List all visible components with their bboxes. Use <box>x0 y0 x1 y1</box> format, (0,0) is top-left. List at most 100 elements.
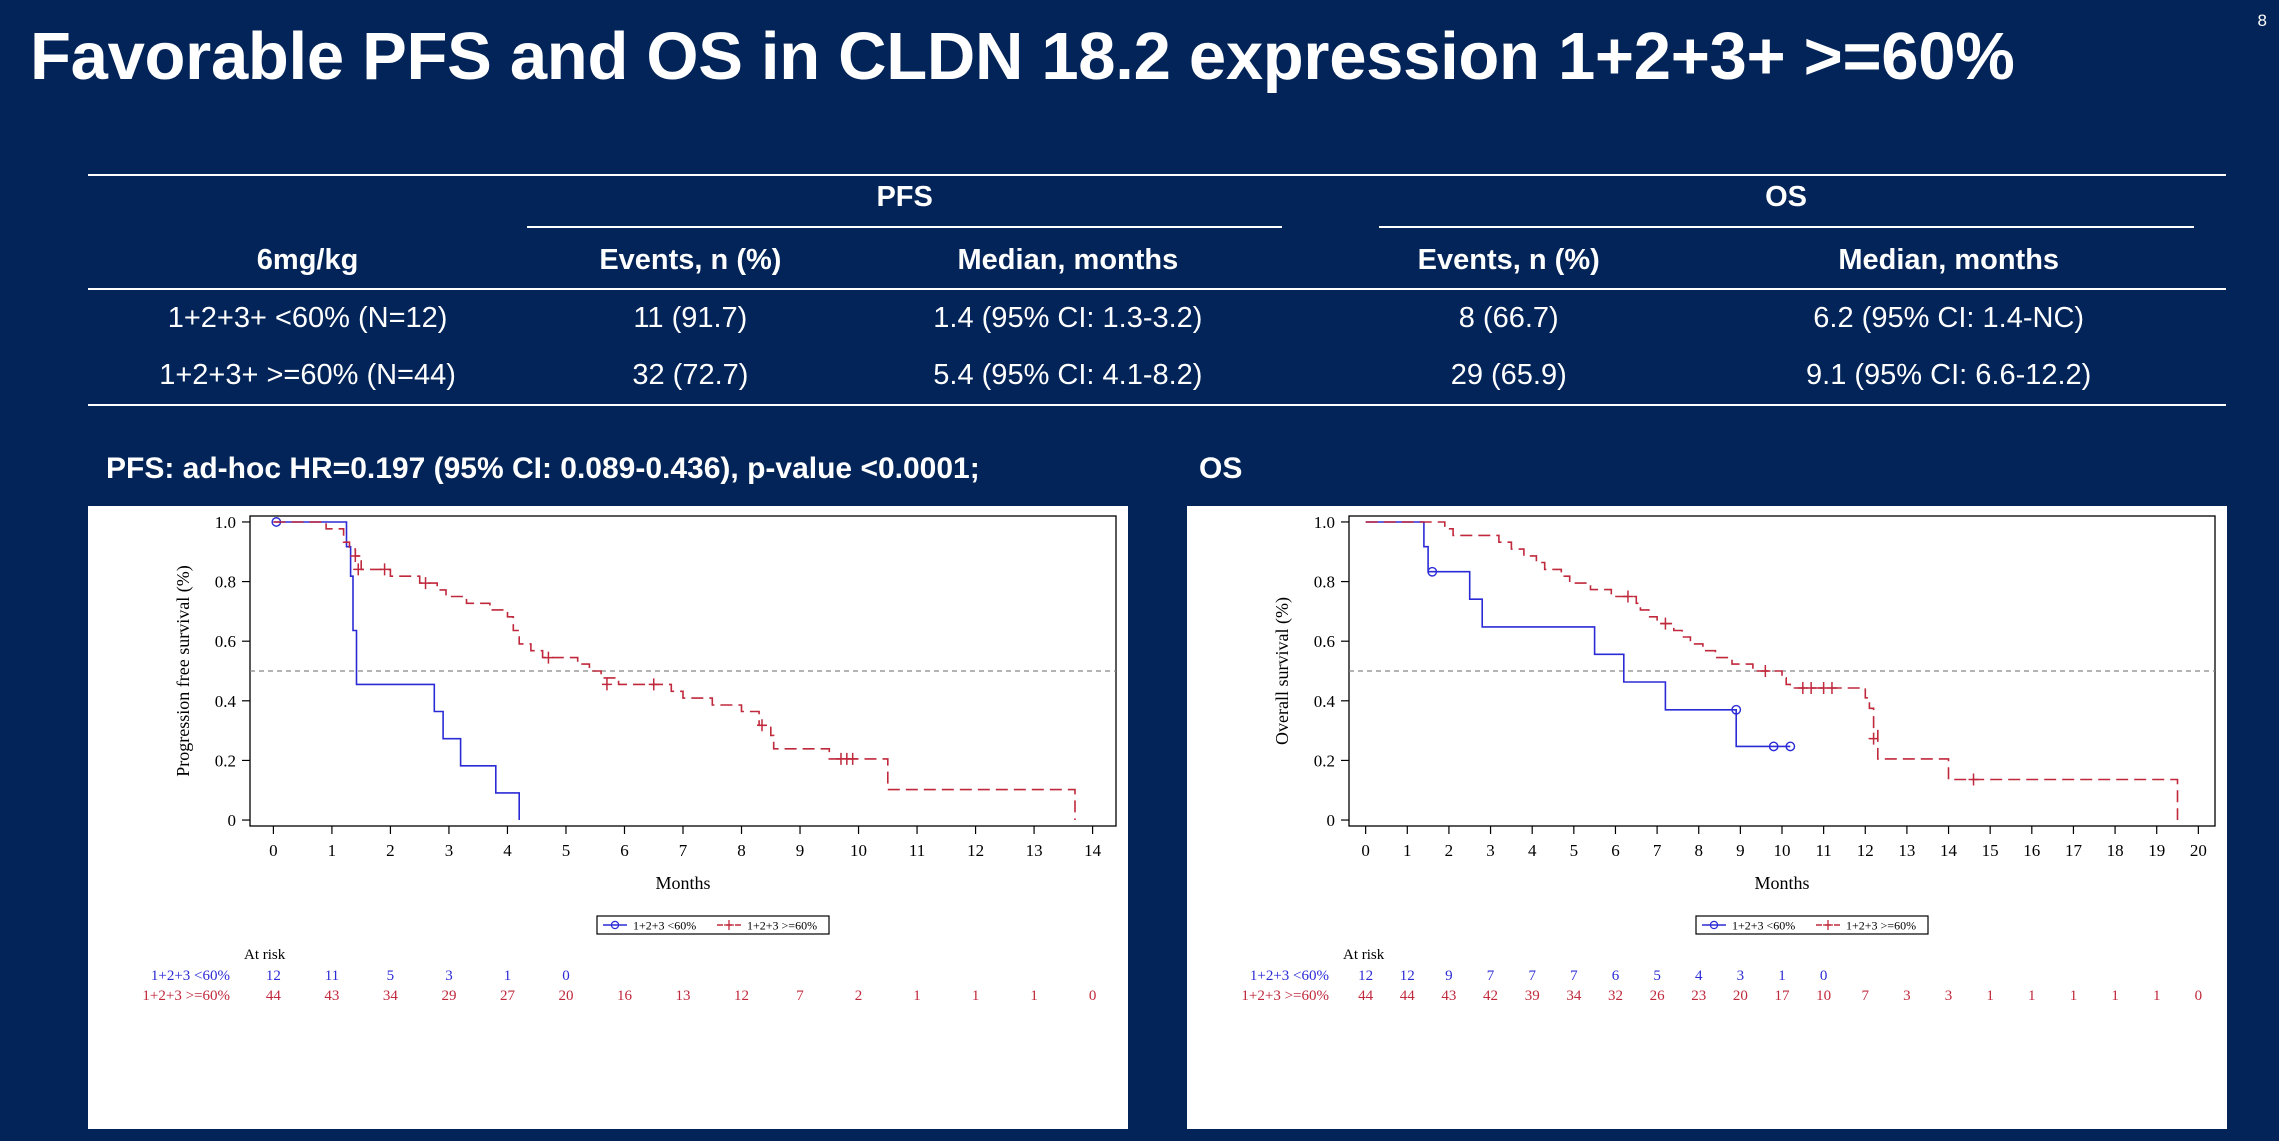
censor-mark <box>350 549 361 562</box>
at-risk-count: 5 <box>1653 968 1661 984</box>
table-row: 1+2+3+ <60% (N=12) 11 (91.7) 1.4 (95% CI… <box>88 289 2226 347</box>
group-header-os: OS <box>1346 175 2226 232</box>
at-risk-count: 23 <box>1691 988 1706 1004</box>
censor-mark <box>1968 773 1979 786</box>
x-tick-label: 16 <box>2023 841 2040 860</box>
censor-mark <box>353 563 364 576</box>
censor-mark <box>1868 732 1879 745</box>
at-risk-count: 1 <box>972 988 980 1004</box>
x-tick-label: 8 <box>1694 841 1703 860</box>
censor-mark <box>1826 681 1837 694</box>
table-cell: 9.1 (95% CI: 6.6-12.2) <box>1806 359 2092 391</box>
censor-mark <box>601 678 612 691</box>
legend-marker <box>1823 920 1833 930</box>
slide-title: Favorable PFS and OS in CLDN 18.2 expres… <box>30 19 2015 94</box>
legend-label: 1+2+3 >=60% <box>1846 919 1916 933</box>
x-tick-label: 10 <box>1774 841 1791 860</box>
at-risk-count: 7 <box>1862 988 1870 1004</box>
at-risk-count: 34 <box>383 988 399 1004</box>
at-risk-count: 12 <box>1400 968 1415 984</box>
x-tick-label: 9 <box>796 841 805 860</box>
y-tick-label: 0.8 <box>215 573 236 592</box>
at-risk-count: 17 <box>1775 988 1791 1004</box>
x-tick-label: 14 <box>1940 841 1958 860</box>
legend-label: 1+2+3 >=60% <box>747 919 817 933</box>
censor-mark <box>847 752 858 765</box>
x-tick-label: 7 <box>1653 841 1662 860</box>
y-tick-label: 0.2 <box>215 751 236 770</box>
at-risk-count: 1 <box>1030 988 1038 1004</box>
x-tick-label: 10 <box>850 841 867 860</box>
at-risk-count: 3 <box>1903 988 1911 1004</box>
at-risk-count: 12 <box>1358 968 1373 984</box>
legend-marker <box>610 920 620 930</box>
table-row: 1+2+3+ >=60% (N=44) 32 (72.7) 5.4 (95% C… <box>88 347 2226 405</box>
pfs-chart-panel: 0 0.2 0.4 0.6 0.8 1.0 0 1 2 3 4 5 6 7 8 9 10 11 12 13 14 Mont… <box>88 506 1128 1129</box>
table-cell: 1+2+3+ <60% (N=12) <box>167 302 448 334</box>
legend-label: 1+2+3 <60% <box>1732 919 1795 933</box>
censor-mark <box>1622 590 1633 603</box>
at-risk-count: 3 <box>1945 988 1953 1004</box>
at-risk-count: 44 <box>1400 988 1416 1004</box>
legend-marker <box>1709 920 1719 930</box>
column-header-pfs-median: Median, months <box>957 243 1179 276</box>
censor-mark <box>648 678 659 691</box>
at-risk-count: 39 <box>1525 988 1540 1004</box>
at-risk-row-label: 1+2+3 <60% <box>151 968 230 984</box>
group-header-pfs: PFS <box>527 175 1283 232</box>
x-tick-label: 5 <box>1570 841 1579 860</box>
at-risk-count: 13 <box>676 988 691 1004</box>
x-tick-label: 20 <box>2190 841 2207 860</box>
censor-mark <box>1768 741 1779 752</box>
at-risk-count: 0 <box>562 968 570 984</box>
y-axis-label: Overall survival (%) <box>1272 597 1293 745</box>
summary-table: PFS OS 6mg/kg Events, n (%) Median, mont… <box>88 174 2226 406</box>
legend-box <box>596 915 830 935</box>
page-number: 8 <box>2257 11 2267 30</box>
censor-mark <box>1731 704 1742 715</box>
at-risk-count: 16 <box>617 988 633 1004</box>
at-risk-count: 44 <box>1358 988 1374 1004</box>
table-cell: 1+2+3+ >=60% (N=44) <box>159 359 456 391</box>
at-risk-count: 1 <box>2028 988 2036 1004</box>
x-axis-label: Months <box>655 873 710 893</box>
at-risk-count: 1 <box>1986 988 1994 1004</box>
at-risk-count: 11 <box>325 968 339 984</box>
x-tick-label: 12 <box>1857 841 1874 860</box>
at-risk-count: 32 <box>1608 988 1623 1004</box>
column-header-os-events: Events, n (%) <box>1417 243 1600 276</box>
censor-mark <box>543 651 554 664</box>
pfs-km-chart: 00.20.40.60.81.00 1 2 3 4 5 6 7 8 9 10 11 12 13 14Mont… <box>142 513 1117 1004</box>
at-risk-count: 42 <box>1483 988 1498 1004</box>
table-cell: 32 (72.7) <box>632 359 749 391</box>
x-tick-label: 4 <box>1528 841 1537 860</box>
censor-mark <box>1785 741 1796 752</box>
x-tick-label: 0 <box>269 841 278 860</box>
at-risk-count: 27 <box>500 988 516 1004</box>
x-tick-label: 3 <box>1486 841 1495 860</box>
at-risk-count: 7 <box>1528 968 1536 984</box>
at-risk-row-label: 1+2+3 >=60% <box>142 988 230 1004</box>
table-corner <box>88 175 527 232</box>
at-risk-count: 1 <box>1778 968 1786 984</box>
table-cell: 11 (91.7) <box>633 302 748 334</box>
at-risk-count: 7 <box>1487 968 1495 984</box>
x-tick-label: 12 <box>967 841 984 860</box>
x-tick-label: 19 <box>2148 841 2165 860</box>
censor-mark <box>1660 617 1671 630</box>
at-risk-count: 4 <box>1695 968 1703 984</box>
os-km-chart: 00.20.40.60.81.00 1 2 3 4 5 6 7 8 9 10 11 12 13 14 15 16… <box>1241 513 2216 1004</box>
x-tick-label: 13 <box>1026 841 1043 860</box>
y-tick-label: 0.4 <box>1314 692 1336 711</box>
y-tick-label: 0.6 <box>215 632 236 651</box>
pfs-chart-heading: PFS: ad-hoc HR=0.197 (95% CI: 0.089-0.43… <box>106 452 980 485</box>
at-risk-count: 0 <box>1820 968 1828 984</box>
censor-mark <box>1760 665 1771 677</box>
x-tick-label: 0 <box>1361 841 1370 860</box>
censor-mark <box>420 577 431 590</box>
x-axis-label: Months <box>1754 873 1809 893</box>
censor-mark <box>756 719 767 732</box>
at-risk-count: 7 <box>1570 968 1578 984</box>
table-cell: 5.4 (95% CI: 4.1-8.2) <box>933 359 1203 391</box>
